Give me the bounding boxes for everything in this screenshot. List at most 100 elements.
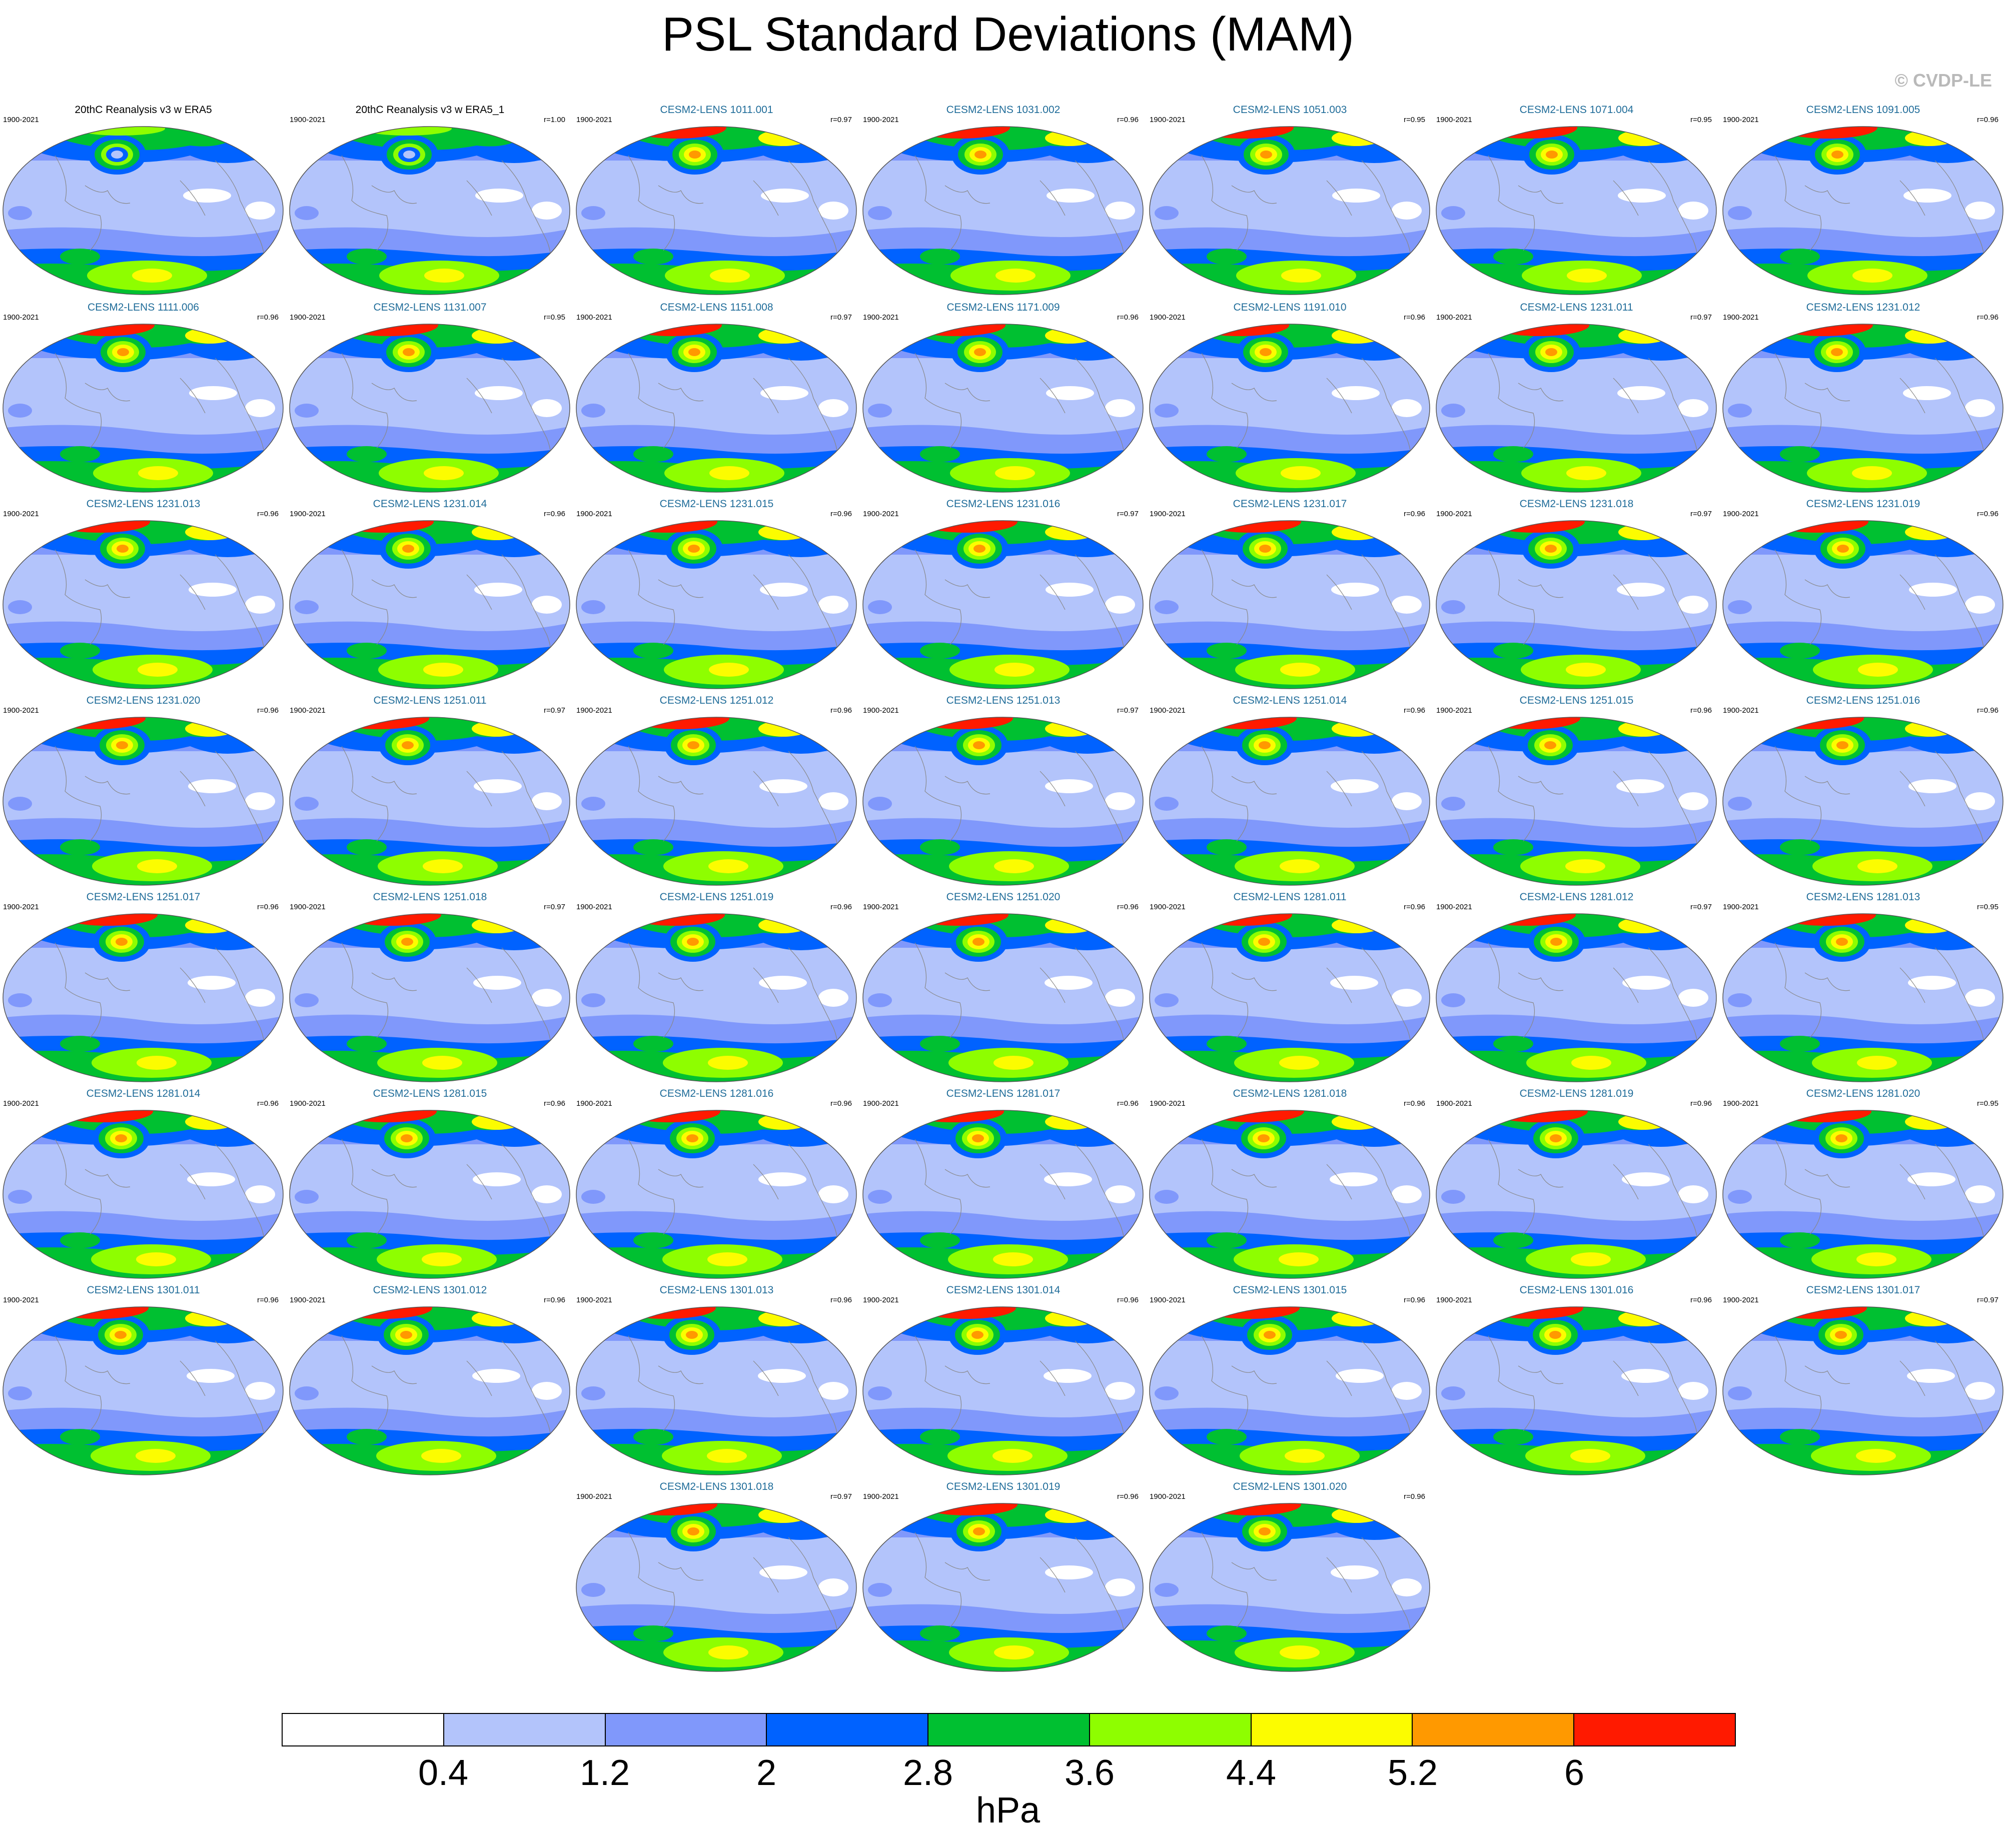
contour-band [1259,741,1271,749]
psl-stddev-map [1433,323,1720,493]
contour-band [1852,269,1892,283]
map-panel: CESM2-LENS 1251.014 1900-2021 r=0.96 [1147,693,1433,886]
contour-band [347,1036,387,1052]
contour-band [1780,1429,1820,1445]
panel-period: 1900-2021 [290,116,326,125]
contour-band [245,1382,275,1400]
contour-band [709,466,749,480]
contour-band [245,202,275,220]
contour-band [818,1185,848,1203]
panel-period: 1900-2021 [863,510,899,519]
contour-band [581,1583,605,1597]
contour-band [1571,1252,1611,1266]
colorbar-tick-label: 4.4 [1201,1753,1301,1793]
map-panel: CESM2-LENS 1151.008 1900-2021 r=0.97 [573,300,860,493]
contour-band [475,386,523,400]
contour-band [295,404,319,418]
psl-stddev-map [1720,1109,2006,1279]
contour-band [1780,1036,1820,1052]
contour-band [1780,839,1820,855]
contour-band [60,446,100,462]
contour-band [973,1527,985,1535]
contour-band [1903,386,1951,400]
contour-band [1720,555,2006,625]
contour-band [992,1449,1033,1463]
map-panel: CESM2-LENS 1251.017 1900-2021 r=0.96 [0,890,287,1082]
panel-pattern-correlation: r=0.96 [544,1099,565,1108]
panel-title: CESM2-LENS 1231.013 [0,498,287,511]
contour-band [1545,545,1557,553]
contour-band [581,404,605,418]
psl-stddev-map [0,126,287,295]
psl-stddev-map [287,323,573,493]
contour-band [1720,948,2006,1018]
contour-band [1836,741,1848,749]
psl-stddev-map [287,126,573,295]
contour-band [1728,600,1752,614]
contour-band [1392,989,1422,1007]
contour-band [686,1331,698,1339]
contour-band [1105,989,1135,1007]
contour-band [1331,1565,1379,1579]
panel-title: CESM2-LENS 1231.017 [1147,498,1433,511]
contour-band [868,797,892,811]
contour-band [1105,1185,1135,1203]
contour-band [1831,348,1843,356]
contour-band [1852,466,1892,480]
map-panel: CESM2-LENS 1301.015 1900-2021 r=0.96 [1147,1283,1433,1475]
contour-band [1441,206,1465,220]
contour-band [573,1144,860,1214]
psl-stddev-map [573,1306,860,1475]
panel-title: CESM2-LENS 1301.019 [860,1480,1147,1493]
contour-band [295,600,319,614]
contour-band [633,1232,673,1248]
panel-period: 1900-2021 [1436,116,1472,125]
contour-band [1720,358,2006,428]
contour-band [1155,1386,1179,1400]
contour-band [868,206,892,220]
contour-band [1567,269,1607,283]
panel-title: 20thC Reanalysis v3 w ERA5 [0,104,287,117]
contour-band [1281,269,1321,283]
contour-band [860,161,1147,231]
map-panel: CESM2-LENS 1281.015 1900-2021 r=0.96 [287,1086,573,1279]
contour-band [1621,1369,1669,1383]
map-panel: CESM2-LENS 1231.020 1900-2021 r=0.96 [0,693,287,886]
contour-band [1207,1232,1247,1248]
panel-period: 1900-2021 [3,706,39,715]
panel-pattern-correlation: r=0.96 [1977,706,1998,715]
contour-band [868,993,892,1007]
panel-title: CESM2-LENS 1251.019 [573,891,860,904]
contour-band [1105,1578,1135,1596]
contour-band [1544,741,1556,749]
contour-band [971,1331,983,1339]
psl-stddev-map [1433,913,1720,1082]
panel-pattern-correlation: r=0.96 [544,1296,565,1305]
contour-band [1285,1449,1325,1463]
contour-band [818,596,848,614]
contour-band [1780,249,1820,265]
psl-stddev-map [573,126,860,295]
contour-band [183,189,231,203]
contour-band [403,151,415,159]
contour-band [8,993,32,1007]
contour-band [1678,399,1708,417]
psl-stddev-map [1147,1502,1433,1672]
contour-band [1281,466,1321,480]
panel-pattern-correlation: r=0.97 [830,116,852,125]
psl-stddev-map [1147,1109,1433,1279]
panel-title: CESM2-LENS 1171.009 [860,301,1147,314]
contour-band [1155,600,1179,614]
map-panel: CESM2-LENS 1251.016 1900-2021 r=0.96 [1720,693,2006,886]
contour-band [1155,1583,1179,1597]
panel-pattern-correlation: r=0.97 [830,1492,852,1501]
contour-band [117,348,129,356]
psl-stddev-map [0,913,287,1082]
psl-stddev-map [1433,1306,1720,1475]
map-panel: CESM2-LENS 1251.015 1900-2021 r=0.96 [1433,693,1720,886]
contour-band [1550,1134,1562,1142]
panel-title: CESM2-LENS 1251.017 [0,891,287,904]
contour-band [1546,151,1558,159]
contour-band [1392,792,1422,810]
panel-period: 1900-2021 [863,116,899,125]
